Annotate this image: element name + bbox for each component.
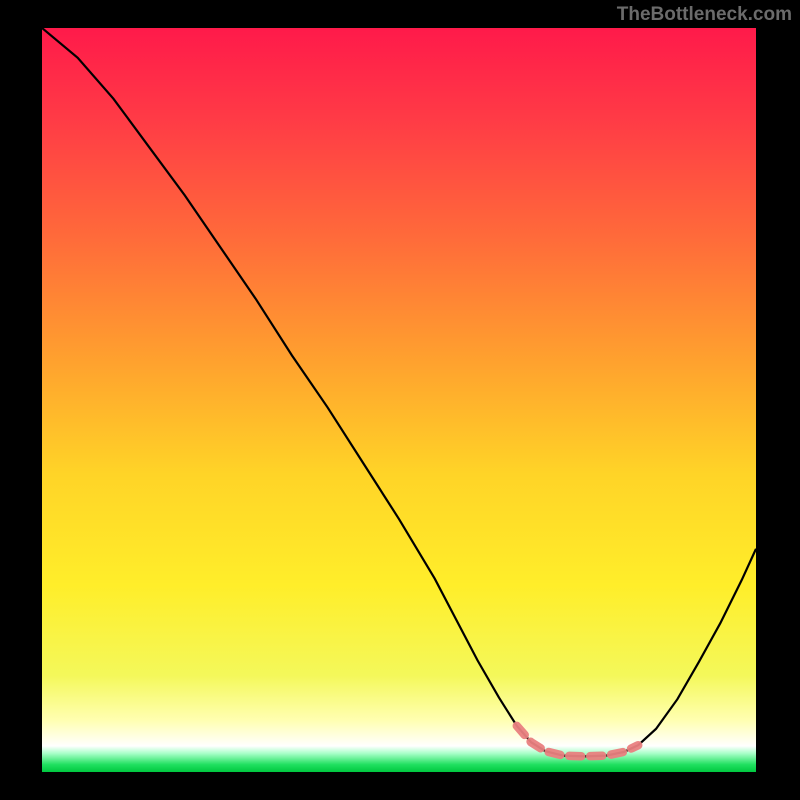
plot-area <box>42 28 756 772</box>
watermark-text: TheBottleneck.com <box>617 4 792 26</box>
chart-container: TheBottleneck.com <box>0 0 800 800</box>
gradient-background <box>42 28 756 772</box>
